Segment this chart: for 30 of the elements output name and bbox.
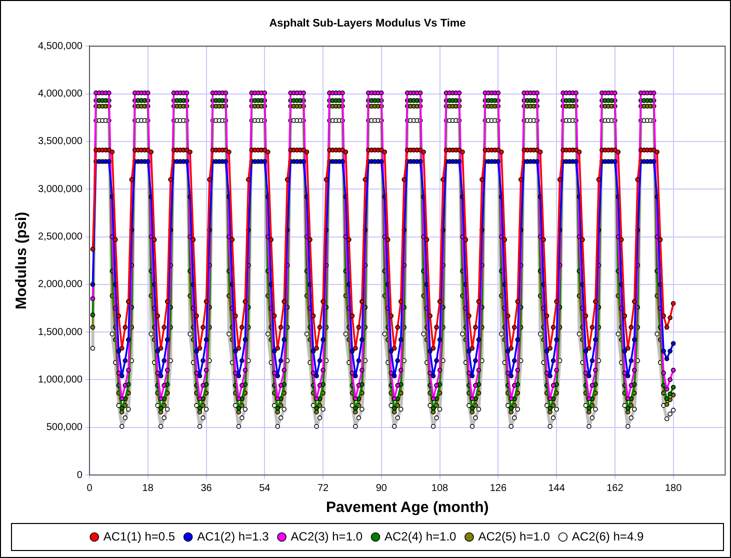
x-tick-label: 108 xyxy=(431,482,449,494)
chart-title: Asphalt Sub-Layers Modulus Vs Time xyxy=(269,18,466,30)
legend-label: AC2(5) h=1.0 xyxy=(478,529,550,544)
x-tick-label: 18 xyxy=(142,482,154,494)
legend-label: AC2(4) h=1.0 xyxy=(384,529,457,544)
x-tick-label: 162 xyxy=(606,482,624,494)
y-tick-label: 4,000,000 xyxy=(38,88,83,100)
x-axis-title: Pavement Age (month) xyxy=(326,499,489,516)
x-tick-label: 72 xyxy=(317,482,330,494)
x-tick-label: 126 xyxy=(490,482,507,494)
y-tick-label: 0 xyxy=(76,470,83,481)
y-tick-label: 1,000,000 xyxy=(38,374,83,386)
y-tick-label: 2,000,000 xyxy=(38,279,83,290)
legend-label: AC1(1) h=0.5 xyxy=(103,529,176,544)
x-tick-label: 90 xyxy=(376,482,388,494)
x-tick-label: 144 xyxy=(548,482,566,494)
legend-label: AC2(3) h=1.0 xyxy=(290,529,363,544)
y-tick-label: 3,500,000 xyxy=(38,136,83,148)
y-tick-label: 1,500,000 xyxy=(38,326,83,338)
legend-label: AC2(6) h=4.9 xyxy=(572,529,644,544)
y-tick-label: 2,500,000 xyxy=(38,232,83,243)
x-tick-label: 0 xyxy=(86,482,93,494)
y-axis-title: Modulus (psi) xyxy=(13,212,30,310)
x-tick-label: 180 xyxy=(664,482,682,494)
y-tick-label: 4,500,000 xyxy=(38,40,83,52)
legend-label: AC1(2) h=1.3 xyxy=(197,529,270,544)
x-tick-label: 54 xyxy=(259,482,271,494)
y-tick-label: 3,000,000 xyxy=(38,184,83,195)
x-tick-label: 36 xyxy=(200,482,212,494)
y-tick-label: 500,000 xyxy=(46,422,83,434)
